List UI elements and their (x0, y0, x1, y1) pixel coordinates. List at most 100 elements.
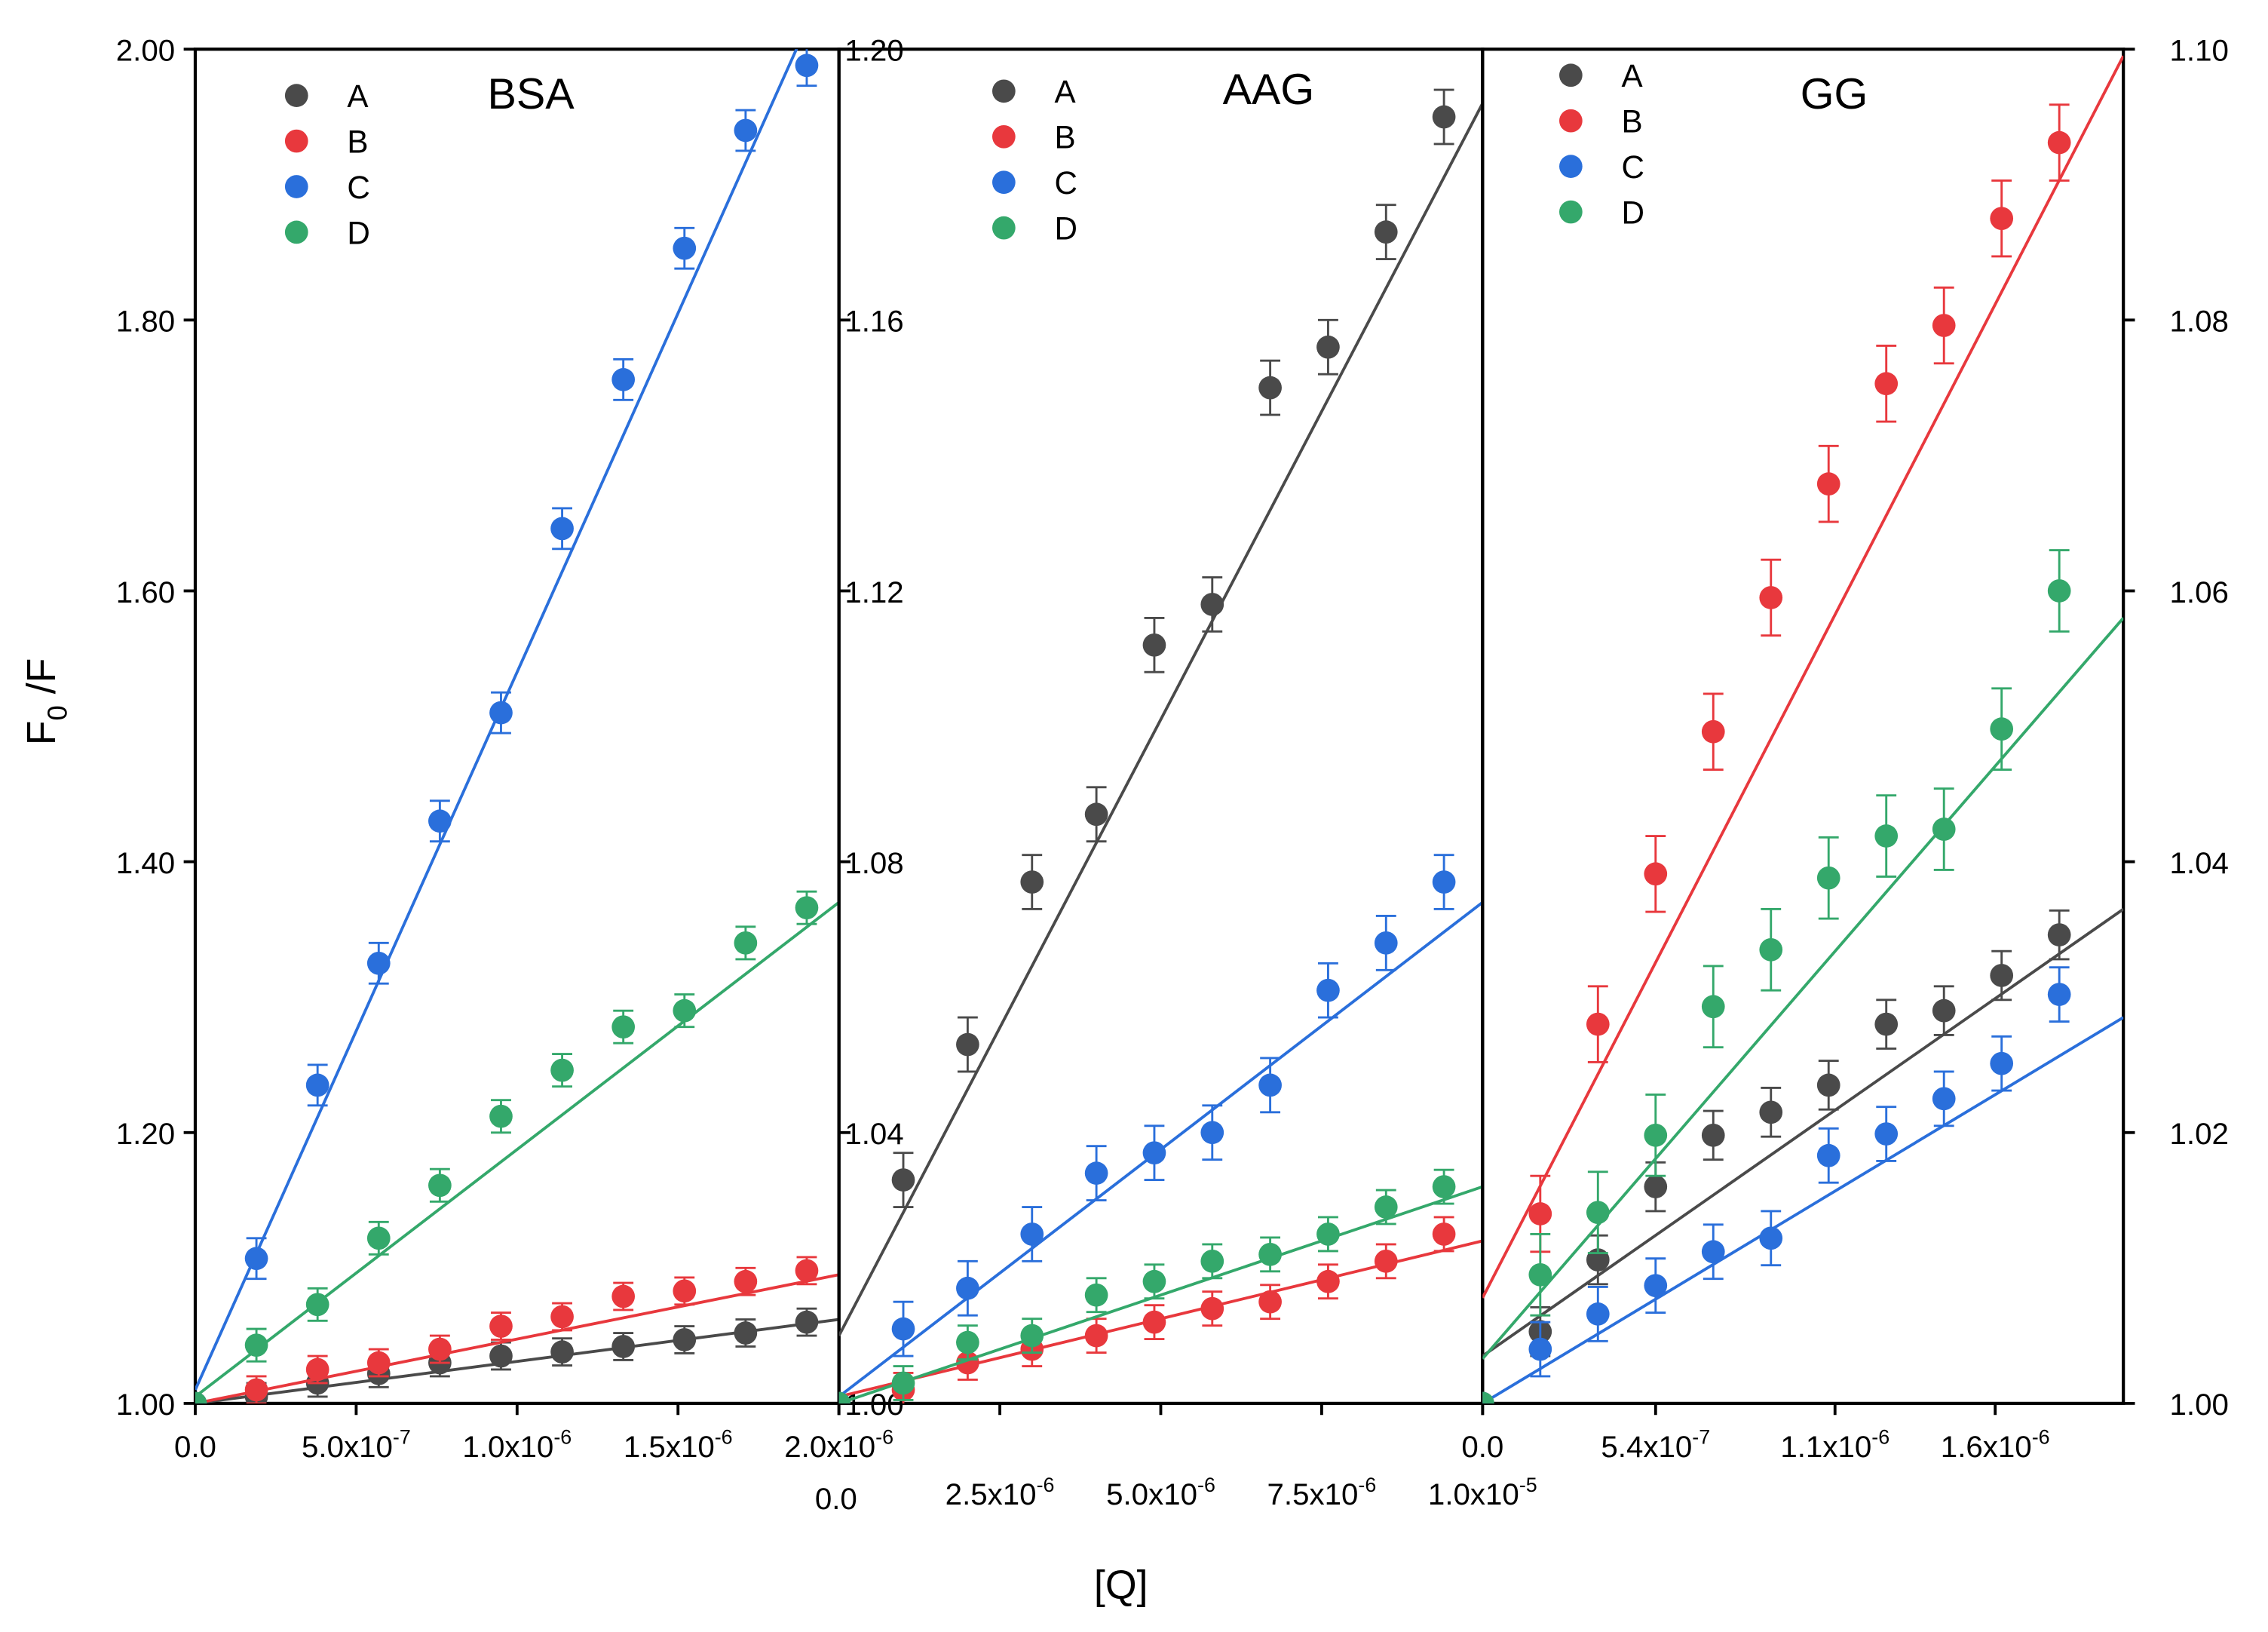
data-point-d (734, 931, 758, 955)
legend-marker-b (284, 129, 308, 153)
x-tick-label: 0.0 (1461, 1430, 1503, 1464)
data-point-b (673, 1279, 697, 1303)
data-point-d (195, 1391, 207, 1403)
data-point-a (673, 1328, 697, 1351)
data-point-c (1200, 1121, 1224, 1145)
y-tick-label: 1.04 (844, 1117, 903, 1151)
legend-marker-a (992, 79, 1016, 103)
legend-marker-c (1559, 155, 1583, 178)
plot-area (1482, 55, 2124, 1403)
plot-area (195, 49, 839, 1403)
data-point-b (366, 1351, 391, 1375)
data-point-d (891, 1371, 915, 1395)
data-point-c (489, 701, 513, 725)
legend-label-a: A (1621, 58, 1643, 94)
data-point-d (611, 1015, 636, 1039)
y-tick-label: 1.02 (2170, 1117, 2229, 1151)
data-point-c (2047, 983, 2071, 1006)
y-tick-label: 1.20 (116, 1117, 175, 1151)
data-point-d (1874, 824, 1899, 848)
panel-gg: 1.00 1.02 1.04 1.06 1.08 1.10 0.0 5.4x10-7 1.1x1… (1461, 34, 2229, 1464)
data-point-d (366, 1226, 391, 1250)
data-point-d (1432, 1175, 1456, 1198)
fit-line-d (195, 900, 839, 1398)
data-point-d (795, 896, 819, 920)
x-tick-label: 5.0x10-6 (1106, 1474, 1215, 1511)
data-point-b (305, 1357, 329, 1382)
panel-title: GG (1801, 70, 1868, 118)
data-point-c (1020, 1222, 1044, 1246)
y-axis-title: F0 /F (19, 658, 72, 746)
x-axis-title: [Q] (1094, 1563, 1148, 1608)
data-point-a (1432, 105, 1456, 129)
y-tick-label: 1.08 (844, 846, 903, 880)
data-point-c (673, 236, 697, 260)
legend-label-d: D (1621, 195, 1644, 230)
data-point-b (1374, 1249, 1398, 1273)
legend-marker-c (284, 175, 308, 198)
data-point-b (1644, 862, 1668, 886)
legend-label-b: B (347, 124, 368, 159)
y-tick-label: 1.20 (844, 34, 903, 68)
data-point-d (244, 1333, 268, 1357)
fit-line-c (1482, 1016, 2124, 1403)
fit-line-a (1482, 907, 2124, 1357)
data-point-d (1084, 1283, 1108, 1307)
data-point-d (1020, 1324, 1044, 1348)
data-point-b (1932, 314, 1956, 337)
fit-line-d (838, 1185, 1483, 1403)
data-point-b (734, 1269, 758, 1293)
y-tick-label: 1.12 (844, 575, 903, 609)
data-point-a (1990, 964, 2014, 987)
y-tick-label: 1.08 (2170, 305, 2229, 339)
data-point-c (550, 517, 574, 541)
panel-aag: 1.001.041.081.121.161.200.0 2.5x10-6 5.0x1… (815, 34, 1537, 1516)
x-tick-label: 2.0x10-6 (784, 1426, 893, 1464)
data-point-d (1142, 1269, 1166, 1293)
data-point-c (1586, 1302, 1610, 1326)
panel-title: BSA (487, 70, 575, 118)
y-tick-label: 1.10 (2170, 34, 2229, 68)
y-tick-label: 1.06 (2170, 575, 2229, 609)
data-point-b (1586, 1012, 1610, 1036)
data-point-c (1816, 1143, 1840, 1167)
legend-marker-d (284, 220, 308, 244)
legend-label-b: B (1621, 104, 1642, 140)
data-point-b (611, 1284, 636, 1308)
data-point-c (1990, 1051, 2014, 1075)
data-point-c (1528, 1337, 1552, 1361)
data-point-a (795, 1310, 819, 1334)
data-point-c (611, 368, 636, 391)
data-point-d (1701, 995, 1725, 1019)
data-point-c (795, 54, 819, 78)
x-tick-label: 2.5x10-6 (946, 1474, 1055, 1511)
data-point-d (1990, 717, 2014, 741)
data-point-a (1142, 633, 1166, 657)
data-point-d (673, 999, 697, 1023)
data-point-b (1816, 472, 1840, 495)
legend-marker-b (992, 124, 1016, 149)
x-tick-label: 5.4x10-7 (1601, 1426, 1710, 1464)
data-point-a (550, 1340, 574, 1364)
x-tick-label: 7.5x10-6 (1267, 1474, 1377, 1511)
y-tick-label: 1.00 (2170, 1388, 2229, 1422)
legend-marker-a (1559, 63, 1583, 87)
plot-frame (193, 48, 841, 1405)
data-point-b (2047, 130, 2071, 155)
data-point-a (1759, 1100, 1783, 1124)
data-point-c (956, 1276, 979, 1300)
data-point-b (244, 1378, 268, 1402)
data-point-d (1586, 1201, 1610, 1225)
x-tick-label: 0.0 (174, 1430, 216, 1464)
data-point-b (1874, 372, 1899, 396)
data-point-c (305, 1073, 329, 1097)
data-point-a (1701, 1123, 1725, 1147)
data-point-d (1932, 818, 1956, 841)
data-point-d (1258, 1243, 1282, 1266)
data-point-c (1701, 1240, 1725, 1264)
data-point-a (1816, 1073, 1840, 1097)
data-point-d (550, 1058, 574, 1082)
data-point-a (891, 1168, 915, 1192)
x-tick-label: 0.0 (815, 1482, 857, 1516)
data-point-b (1258, 1290, 1282, 1314)
